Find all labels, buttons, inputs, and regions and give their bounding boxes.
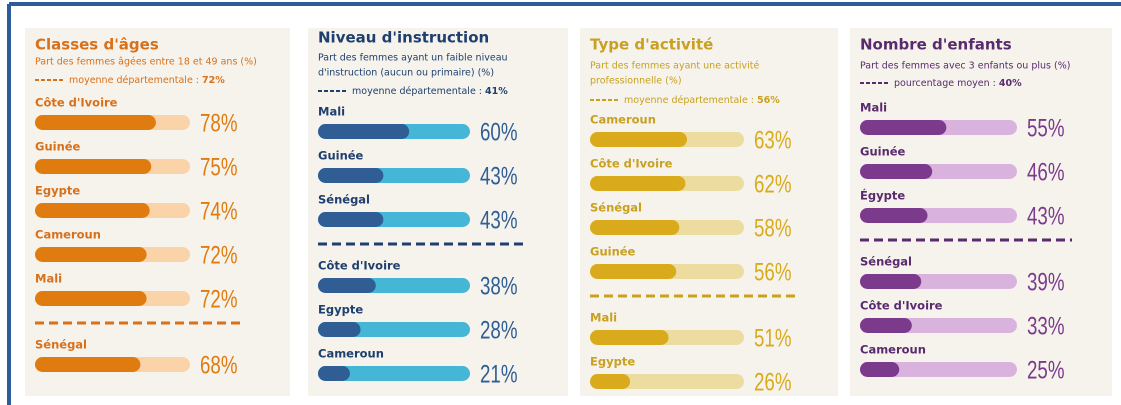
value-label: 33% xyxy=(1027,312,1065,340)
category-label: Egypte xyxy=(35,184,80,198)
average-label: pourcentage moyen : 40% xyxy=(894,78,1022,89)
bar xyxy=(35,115,156,130)
subtitle: Part des femmes âgées entre 18 et 49 ans… xyxy=(35,57,257,68)
category-label: Côte d'Ivoire xyxy=(35,96,118,110)
panel-title: Niveau d'instruction xyxy=(318,29,489,47)
value-label: 72% xyxy=(200,241,238,269)
category-label: Guinée xyxy=(35,140,81,154)
bar xyxy=(860,274,922,289)
bar xyxy=(590,374,631,389)
value-label: 46% xyxy=(1027,158,1065,186)
bar xyxy=(860,164,933,179)
average-text: moyenne départementale : xyxy=(69,75,199,86)
value-label: 43% xyxy=(480,162,518,190)
value-label: 58% xyxy=(754,214,792,242)
bar xyxy=(35,291,147,306)
category-label: Guinée xyxy=(590,245,636,259)
subtitle: Part des femmes ayant une activité xyxy=(590,61,759,72)
average-text: pourcentage moyen : xyxy=(894,78,996,89)
category-label: Sénégal xyxy=(35,338,87,352)
value-label: 62% xyxy=(754,170,792,198)
bar xyxy=(860,120,947,135)
average-text: moyenne départementale : xyxy=(352,86,482,97)
category-label: Côte d'Ivoire xyxy=(590,157,673,171)
average-text: moyenne départementale : xyxy=(624,95,754,106)
bar xyxy=(590,220,680,235)
subtitle: Part des femmes ayant un faible niveau xyxy=(318,53,508,64)
bar xyxy=(35,247,147,262)
bar-track xyxy=(860,362,1017,377)
value-label: 21% xyxy=(480,360,518,388)
bar xyxy=(35,159,152,174)
average-value: 41% xyxy=(485,86,508,97)
bar xyxy=(590,330,669,345)
average-label: moyenne départementale : 41% xyxy=(352,86,508,97)
value-label: 39% xyxy=(1027,268,1065,296)
subtitle: d'instruction (aucun ou primaire) (%) xyxy=(318,68,494,79)
category-label: Sénégal xyxy=(318,193,370,207)
bar xyxy=(590,176,686,191)
value-label: 25% xyxy=(1027,356,1065,384)
average-label: moyenne départementale : 56% xyxy=(624,95,780,106)
bar xyxy=(318,168,384,183)
value-label: 38% xyxy=(480,272,518,300)
category-label: Sénégal xyxy=(860,255,912,269)
category-label: Égypte xyxy=(860,188,905,203)
category-label: Cameroun xyxy=(860,343,926,357)
value-label: 60% xyxy=(480,118,518,146)
panel-title: Type d'activité xyxy=(590,36,713,54)
subtitle: Part des femmes avec 3 enfants ou plus (… xyxy=(860,61,1070,72)
value-label: 43% xyxy=(1027,202,1065,230)
category-label: Mali xyxy=(860,101,887,115)
bar xyxy=(318,322,361,337)
category-label: Mali xyxy=(318,105,345,119)
category-label: Sénégal xyxy=(590,201,642,215)
value-label: 26% xyxy=(754,368,792,396)
panel-title: Classes d'âges xyxy=(35,36,159,54)
category-label: Cameroun xyxy=(590,113,656,127)
value-label: 72% xyxy=(200,285,238,313)
category-label: Cameroun xyxy=(318,347,384,361)
category-label: Mali xyxy=(35,272,62,286)
category-label: Egypte xyxy=(590,355,635,369)
category-label: Guinée xyxy=(318,149,364,163)
value-label: 43% xyxy=(480,206,518,234)
bar xyxy=(860,208,928,223)
value-label: 55% xyxy=(1027,114,1065,142)
average-value: 56% xyxy=(757,95,780,106)
value-label: 56% xyxy=(754,258,792,286)
panel-title: Nombre d'enfants xyxy=(860,36,1012,54)
bar xyxy=(590,264,677,279)
average-value: 72% xyxy=(202,75,225,86)
value-label: 51% xyxy=(754,324,792,352)
subtitle: professionnelle (%) xyxy=(590,76,682,87)
bar xyxy=(35,203,150,218)
value-label: 63% xyxy=(754,126,792,154)
category-label: Cameroun xyxy=(35,228,101,242)
bar xyxy=(318,124,410,139)
value-label: 74% xyxy=(200,197,238,225)
average-value: 40% xyxy=(999,78,1022,89)
bar-track xyxy=(318,366,470,381)
value-label: 78% xyxy=(200,109,238,137)
value-label: 28% xyxy=(480,316,518,344)
bar xyxy=(590,132,688,147)
category-label: Côte d'Ivoire xyxy=(318,259,401,273)
bar xyxy=(35,357,141,372)
category-label: Mali xyxy=(590,311,617,325)
value-label: 75% xyxy=(200,153,238,181)
bar xyxy=(860,318,912,333)
category-label: Egypte xyxy=(318,303,363,317)
value-label: 68% xyxy=(200,351,238,379)
average-label: moyenne départementale : 72% xyxy=(69,75,225,86)
bar xyxy=(318,212,384,227)
bar xyxy=(318,366,350,381)
category-label: Guinée xyxy=(860,145,906,159)
bar xyxy=(318,278,376,293)
category-label: Côte d'Ivoire xyxy=(860,299,943,313)
bar xyxy=(860,362,900,377)
